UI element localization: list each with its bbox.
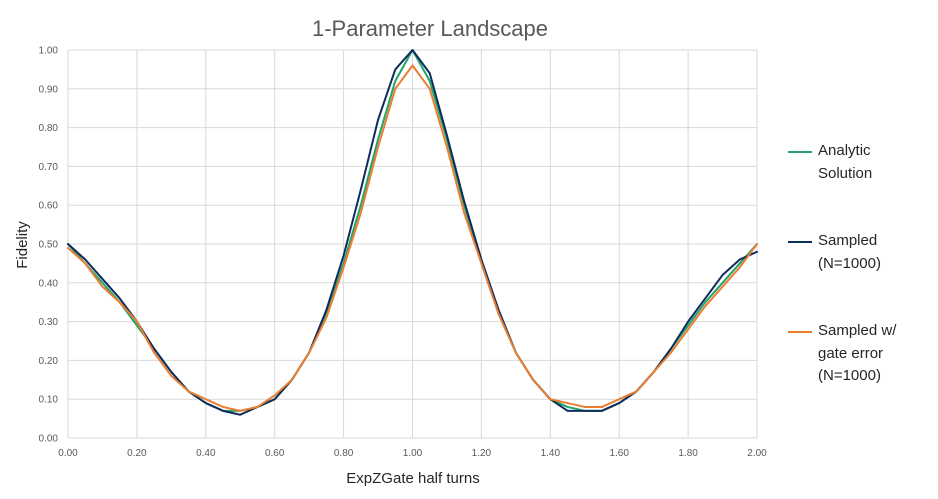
y-tick-labels: 0.00 0.10 0.20 0.30 0.40 0.50 0.60 0.70 0.80 0.90… [39,46,59,445]
y-tick-label: 0.10 [39,395,59,406]
y-tick-label: 0.20 [39,356,59,367]
x-tick-labels: 0.00 0.20 0.40 0.60 0.80 1.00 1.20 1.40 1.60 1.80… [58,448,767,459]
x-tick-label: 0.60 [265,448,285,459]
legend-swatch-gate-error [788,331,812,333]
series-line-gate-error [67,64,758,412]
x-tick-label: 0.40 [196,448,216,459]
y-tick-label: 0.80 [39,123,59,134]
y-axis-label: Fidelity [14,221,31,269]
legend-label-sampled: Sampled (N=1000) [818,232,881,272]
legend-item-sampled: Sampled (N=1000) [788,230,881,275]
y-tick-label: 1.00 [39,46,59,57]
x-tick-label: 1.80 [678,448,698,459]
x-tick-label: 2.00 [747,448,767,459]
horizontal-gridlines [68,49,757,439]
chart-title: 1-Parameter Landscape [312,16,548,41]
y-tick-label: 0.30 [39,317,59,328]
legend-swatch-sampled [788,241,812,243]
y-tick-label: 0.70 [39,162,59,173]
y-tick-label: 0.90 [39,84,59,95]
x-tick-label: 1.00 [403,448,423,459]
y-tick-label: 0.00 [39,434,59,445]
legend-item-analytic: Analytic Solution [788,140,872,185]
y-tick-label: 0.50 [39,240,59,251]
legend-label-gate-error: Sampled w/ gate error (N=1000) [818,322,897,384]
legend-label-analytic: Analytic Solution [818,142,873,182]
y-tick-label: 0.40 [39,278,59,289]
x-tick-label: 1.40 [541,448,561,459]
x-axis-label: ExpZGate half turns [346,470,479,487]
series-layer [67,49,758,416]
x-tick-label: 0.20 [127,448,147,459]
x-tick-label: 1.20 [472,448,492,459]
x-tick-label: 0.00 [58,448,78,459]
y-tick-label: 0.60 [39,201,59,212]
x-tick-label: 1.60 [609,448,629,459]
legend-swatch-analytic [788,151,812,153]
x-tick-label: 0.80 [334,448,354,459]
legend-item-gate-error: Sampled w/ gate error (N=1000) [788,320,896,388]
